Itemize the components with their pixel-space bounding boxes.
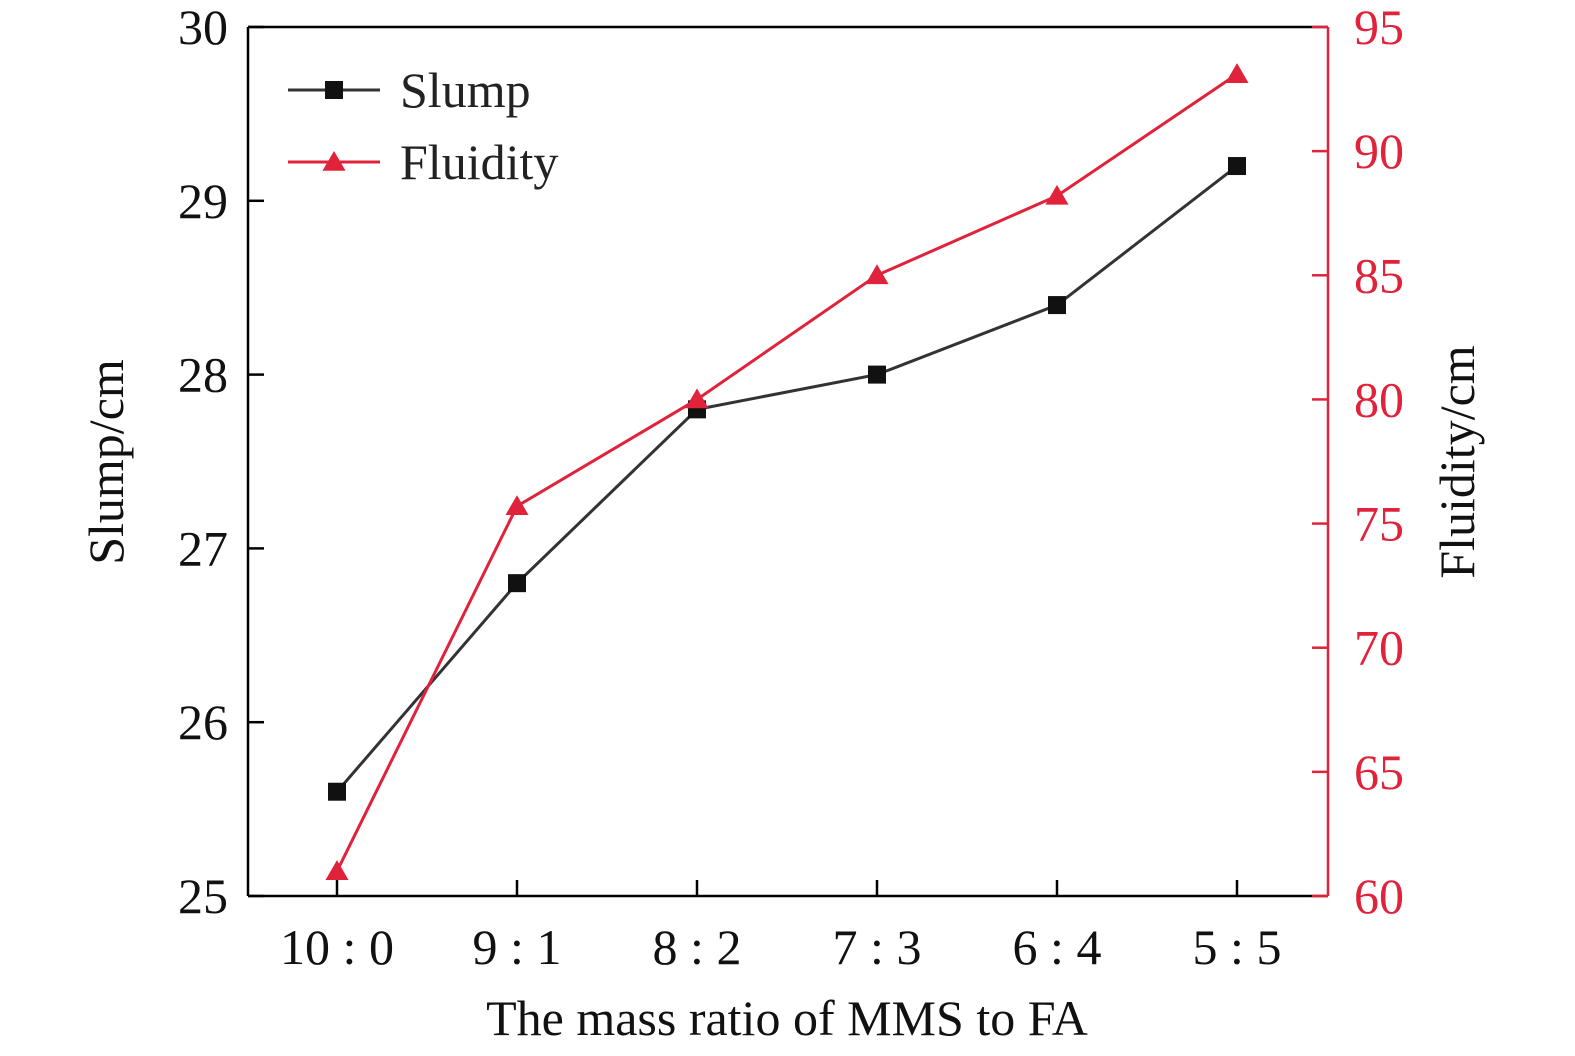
slump-point	[508, 574, 526, 593]
left-y-tick-label: 29	[178, 173, 228, 229]
fluidity-point	[1045, 184, 1069, 205]
x-axis-title: The mass ratio of MMS to FA	[486, 990, 1088, 1046]
right-y-tick-label: 95	[1354, 0, 1404, 55]
right-y-tick-label: 90	[1354, 123, 1404, 179]
fluidity-point	[325, 860, 349, 880]
series-layer	[325, 63, 1249, 880]
fluidity-point	[1225, 63, 1249, 83]
legend-slump-marker	[325, 81, 343, 99]
right-y-axis: 60 65 70 75 80 85 90 95	[1312, 0, 1404, 924]
right-y-axis-title: Fluidity/cm	[1429, 345, 1485, 578]
x-tick-label: 5 : 5	[1193, 919, 1282, 975]
legend-slump-label: Slump	[400, 62, 531, 118]
left-y-tick-label: 26	[178, 694, 228, 750]
fluidity-point	[505, 495, 529, 515]
slump-line	[335, 164, 1238, 793]
fluidity-line	[335, 72, 1238, 872]
right-y-tick-label: 75	[1354, 496, 1404, 552]
slump-point	[1048, 296, 1066, 315]
x-tick-label: 9 : 1	[473, 919, 562, 975]
right-y-tick-label: 80	[1354, 371, 1404, 427]
left-y-axis-title: Slump/cm	[78, 359, 134, 565]
left-y-tick-label: 25	[178, 868, 228, 924]
plot-frame	[246, 25, 1330, 898]
slump-point	[328, 782, 346, 801]
left-y-tick-label: 27	[178, 520, 228, 576]
legend-fluidity-label: Fluidity	[400, 134, 558, 190]
right-y-tick-label: 85	[1354, 247, 1404, 303]
slump-point	[1228, 157, 1246, 176]
fluidity-point	[865, 264, 889, 285]
right-y-tick-label: 65	[1354, 744, 1404, 800]
x-tick-label: 7 : 3	[833, 919, 922, 975]
legend-fluidity-marker	[322, 151, 346, 171]
legend: Slump Fluidity	[288, 62, 558, 190]
x-tick-label: 6 : 4	[1013, 919, 1102, 975]
fluidity-point	[685, 388, 709, 409]
slump-point	[868, 365, 886, 384]
right-y-tick-label: 60	[1354, 868, 1404, 924]
left-y-tick-label: 30	[178, 0, 228, 55]
x-tick-label: 10 : 0	[280, 919, 394, 975]
left-y-axis: 25 26 27 28 29 30	[178, 0, 264, 924]
left-y-tick-label: 28	[178, 347, 228, 403]
right-y-tick-label: 70	[1354, 620, 1404, 676]
x-tick-label: 8 : 2	[653, 919, 742, 975]
x-axis: 10 : 0 9 : 1 8 : 2 7 : 3 6 : 4 5 : 5	[280, 880, 1281, 975]
